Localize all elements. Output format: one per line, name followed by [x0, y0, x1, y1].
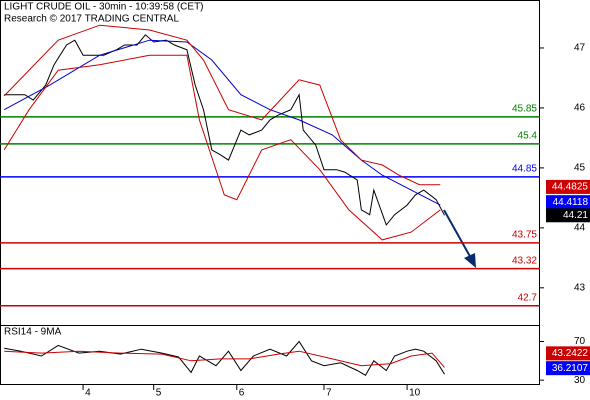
y-tick-label: 44 [574, 223, 586, 234]
series-line [3, 54, 441, 241]
price-tag-label: 44.21 [563, 210, 588, 221]
series-line [4, 350, 445, 368]
x-tick-label: 10 [409, 388, 421, 399]
level-label: 44.85 [512, 164, 537, 175]
price-tag-label: 36.2107 [552, 363, 589, 374]
y-tick-label: 46 [574, 103, 586, 114]
price-tag [546, 179, 590, 194]
series-line [4, 340, 445, 376]
y-tick-label: 43 [574, 282, 586, 293]
price-tag [546, 361, 590, 376]
level-label: 45.85 [512, 104, 537, 115]
price-tag [546, 195, 590, 210]
price-tag-label: 43.2422 [552, 348, 589, 359]
series-line [3, 24, 441, 186]
series-line [4, 34, 445, 226]
x-tick-label: 5 [156, 388, 162, 399]
chart-subtitle: Research © 2017 TRADING CENTRAL [4, 14, 179, 25]
plot-frame [0, 0, 540, 385]
price-tag-label: 44.4825 [552, 182, 589, 193]
level-label: 42.7 [518, 292, 538, 303]
price-tag [546, 208, 590, 223]
level-label: 43.75 [512, 229, 537, 240]
price-tag-label: 44.4118 [553, 197, 589, 208]
y-tick-label: 30 [574, 375, 586, 386]
level-label: 45.4 [518, 131, 538, 142]
x-tick-label: 6 [239, 388, 245, 399]
y-tick-label: 70 [574, 336, 586, 347]
chart-title: LIGHT CRUDE OIL - 30min - 10:39:58 (CET) [4, 2, 204, 13]
y-tick-label: 45 [574, 163, 586, 174]
x-tick-label: 7 [326, 388, 332, 399]
panel-title: RSI14 - 9MA [4, 327, 62, 338]
level-label: 43.32 [512, 255, 537, 266]
series-line [3, 39, 441, 206]
forecast-arrow [443, 209, 476, 268]
y-tick-label: 47 [574, 43, 586, 54]
price-tag [546, 346, 590, 361]
x-tick-label: 4 [85, 388, 91, 399]
